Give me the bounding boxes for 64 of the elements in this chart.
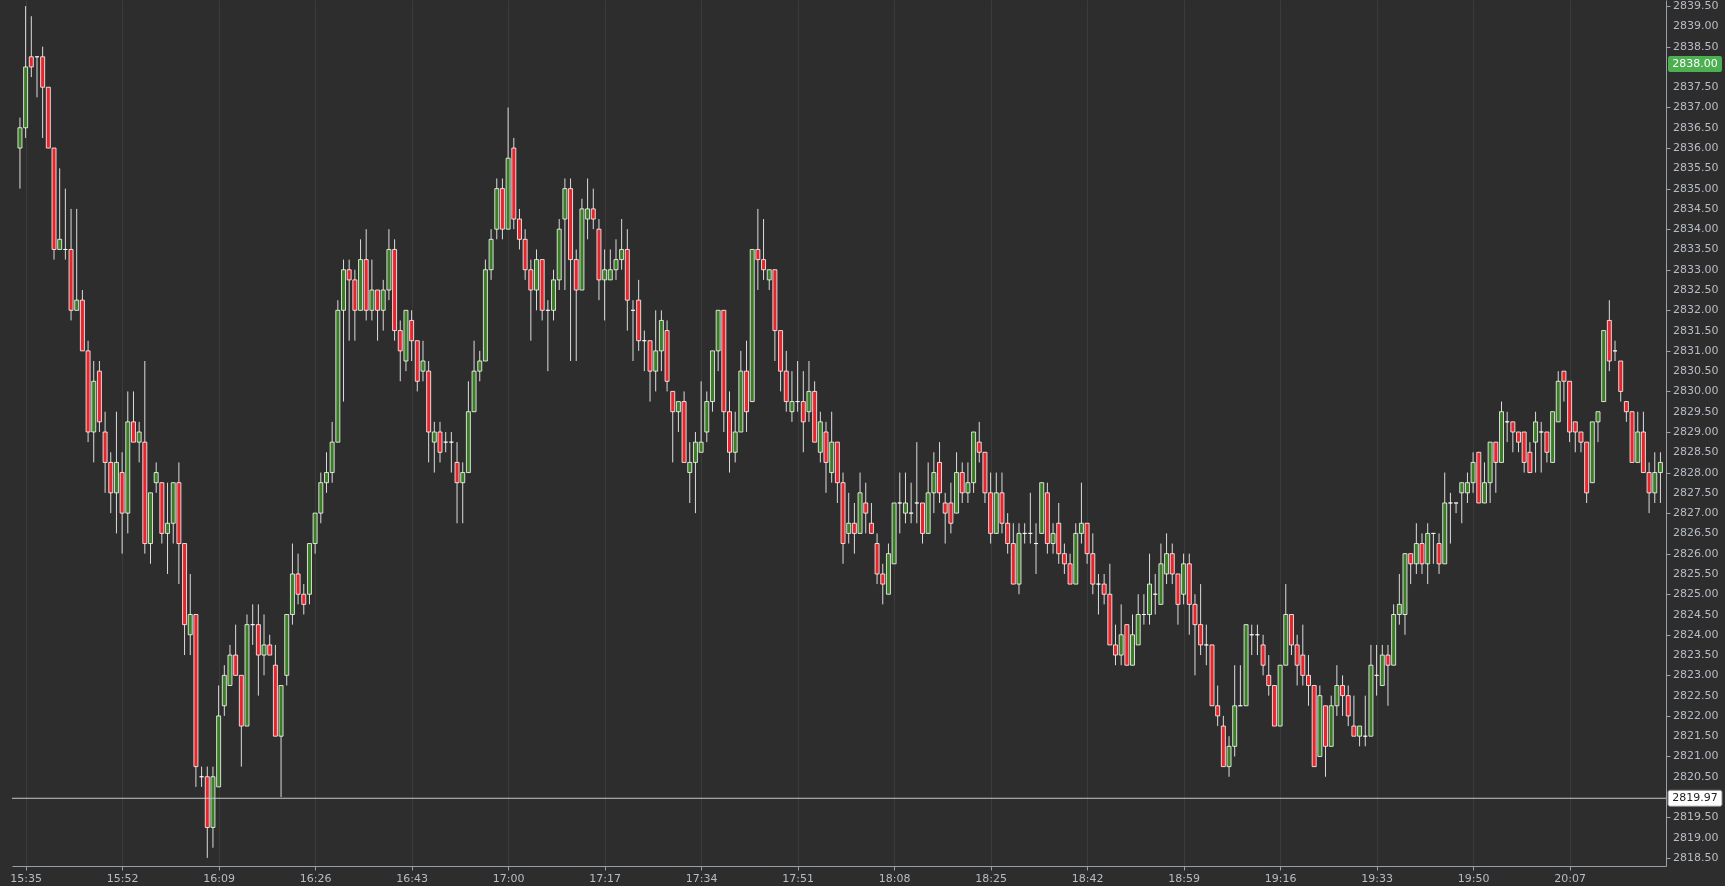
y-tick-label: 2819.50: [1673, 810, 1719, 824]
candlestick: [869, 502, 874, 534]
text: 2838.00: [1672, 57, 1718, 70]
x-tick-label: 18:59: [1168, 871, 1200, 885]
y-tick-label: 2830.50: [1673, 364, 1719, 378]
y-tick-label: 2823.50: [1673, 648, 1719, 662]
y-tick-label: 2827.50: [1673, 485, 1719, 499]
y-tick-label: 2835.00: [1673, 181, 1719, 195]
y-tick-label: 2827.00: [1673, 506, 1719, 520]
y-tick-label: 2834.00: [1673, 222, 1719, 236]
y-tick-label: 2831.50: [1673, 323, 1719, 337]
x-tick-label: 19:50: [1457, 871, 1490, 885]
y-tick-label: 2825.50: [1673, 566, 1719, 580]
y-tick-label: 2820.50: [1673, 769, 1719, 783]
y-tick-label: 2835.50: [1673, 161, 1719, 175]
y-tick-label: 2818.50: [1673, 850, 1719, 864]
y-tick-label: 2832.50: [1673, 283, 1719, 297]
y-tick-label: 2839.00: [1673, 19, 1719, 33]
y-tick-label: 2837.50: [1673, 80, 1719, 94]
x-tick-label: 19:33: [1361, 871, 1393, 885]
y-tick-label: 2824.50: [1673, 607, 1719, 621]
y-tick-label: 2828.00: [1673, 465, 1719, 479]
x-tick-label: 17:17: [589, 871, 621, 885]
x-tick-label: 19:16: [1264, 871, 1297, 885]
y-tick-label: 2821.50: [1673, 729, 1719, 743]
x-tick-label: 16:43: [396, 871, 428, 885]
y-tick-label: 2822.50: [1673, 688, 1719, 702]
x-tick-label: 17:34: [685, 871, 718, 885]
candlestick: [1260, 634, 1266, 676]
x-tick-label: 18:42: [1071, 871, 1104, 885]
x-tick-label: 15:35: [10, 871, 42, 885]
x-tick-label: 16:09: [203, 871, 235, 885]
y-tick-label: 2822.00: [1673, 708, 1719, 722]
y-tick-label: 2833.50: [1673, 242, 1719, 256]
x-tick-label: 17:51: [782, 871, 814, 885]
y-tick-label: 2833.00: [1673, 262, 1719, 276]
y-tick-label: 2838.50: [1673, 39, 1719, 53]
y-tick-label: 2825.00: [1673, 587, 1719, 601]
x-tick-label: 17:00: [492, 871, 525, 885]
y-tick-label: 2832.00: [1673, 303, 1719, 317]
y-tick-label: 2824.00: [1673, 627, 1719, 641]
y-tick-label: 2836.00: [1673, 141, 1719, 155]
y-tick-label: 2837.00: [1673, 100, 1719, 114]
candlestick: [1453, 502, 1459, 514]
y-tick-label: 2823.00: [1673, 668, 1719, 682]
y-tick-label: 2828.50: [1673, 445, 1719, 459]
y-tick-label: 2821.00: [1673, 749, 1719, 763]
candlestick: [448, 431, 454, 474]
x-tick-label: 20:07: [1554, 871, 1586, 885]
y-tick-label: 2826.00: [1673, 546, 1719, 560]
y-tick-label: 2834.50: [1673, 201, 1719, 215]
y-tick-label: 2836.50: [1673, 120, 1719, 134]
y-tick-label: 2829.50: [1673, 404, 1719, 418]
y-tick-label: 2819.00: [1673, 830, 1719, 844]
x-tick-label: 18:08: [878, 871, 911, 885]
x-tick-label: 16:26: [299, 871, 332, 885]
y-tick-label: 2831.00: [1673, 343, 1719, 357]
y-tick-label: 2839.50: [1673, 0, 1719, 13]
y-tick-label: 2830.00: [1673, 384, 1719, 398]
y-tick-label: 2829.00: [1673, 424, 1719, 438]
x-tick-label: 15:52: [106, 871, 139, 885]
ref-line-label: 2819.97: [1672, 791, 1718, 805]
x-tick-label: 18:25: [975, 871, 1007, 885]
y-tick-label: 2826.50: [1673, 526, 1719, 540]
